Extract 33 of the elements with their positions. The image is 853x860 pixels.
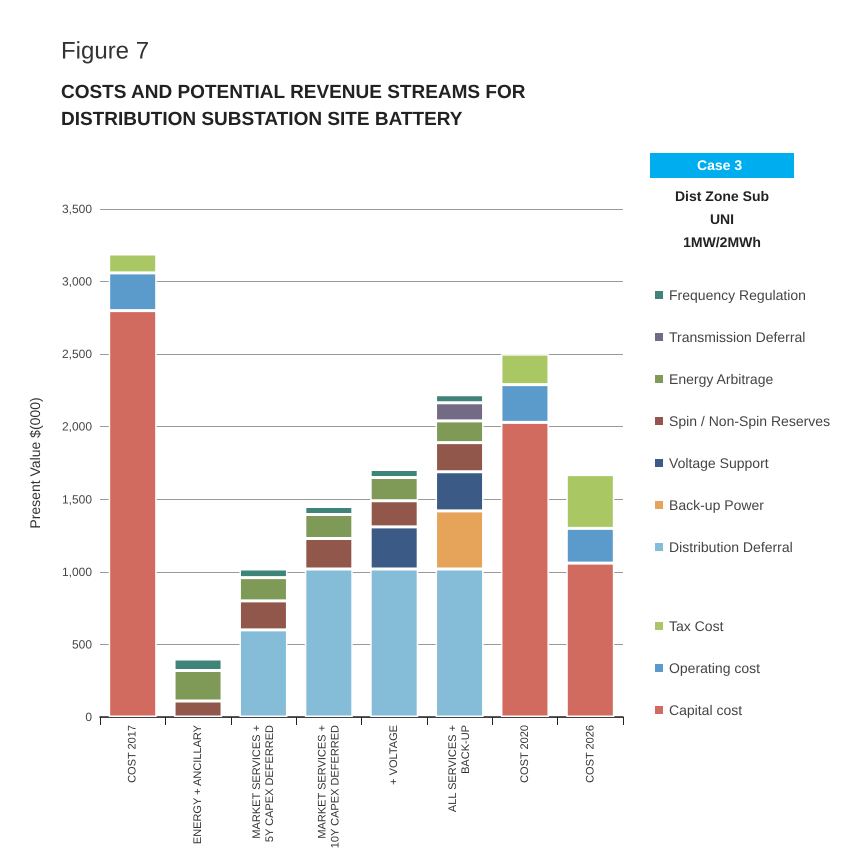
text: UNI	[710, 211, 734, 227]
y-tick-label: 3,000	[62, 274, 92, 289]
x-tick-label: COST 2026	[584, 725, 596, 783]
x-tick-label: + VOLTAGE	[388, 725, 400, 785]
y-tick-label: 0	[85, 710, 92, 724]
x-tick-label: ALL SERVICES + BACK-UP	[447, 725, 472, 812]
x-tick-label: COST 2020	[518, 725, 531, 783]
x-tick-label: COST 2017	[126, 725, 139, 783]
legend-label: Distribution Deferral	[669, 539, 793, 555]
text: 1MW/2MWh	[683, 234, 761, 250]
chart-subtitle: COSTS AND POTENTIAL REVENUE STREAMS FOR DISTRIBUTION SUBSTATION SITE BATTERY	[61, 82, 526, 130]
x-tick-label: MARKET SERVICES + 10Y CAPEX DEFERRED	[316, 724, 342, 848]
legend-label: Capital cost	[669, 702, 742, 718]
y-tick-label: 1,000	[62, 564, 92, 579]
y-tick-label: 2,000	[62, 420, 92, 434]
legend-label: Energy Arbitrage	[669, 371, 774, 387]
text: Dist Zone Sub	[674, 188, 770, 204]
legend-label: Back-up Power	[669, 497, 764, 513]
legend-label: Spin / Non-Spin Reserves	[669, 413, 830, 429]
legend-label: Operating cost	[669, 660, 760, 676]
legend-label: Transmission Deferral	[669, 329, 806, 345]
y-tick-label: 500	[72, 637, 92, 652]
legend-label: Frequency Regulation	[669, 287, 806, 303]
y-axis-title: Present Value $(000)	[27, 397, 43, 529]
chart-title: Figure 7	[61, 38, 150, 64]
x-tick-label: ENERGY + ANCILLARY	[192, 724, 204, 844]
x-tick-label: MARKET SERVICES + 5Y CAPEX DEFERRED	[250, 724, 276, 842]
y-tick-label: 3,500	[62, 202, 92, 216]
legend-label: Tax Cost	[669, 618, 724, 634]
y-tick-label: 1,500	[62, 492, 92, 506]
y-tick-label: 2,500	[62, 347, 92, 362]
legend-label: Voltage Support	[669, 455, 769, 471]
legend-title: Case 3	[697, 157, 742, 173]
